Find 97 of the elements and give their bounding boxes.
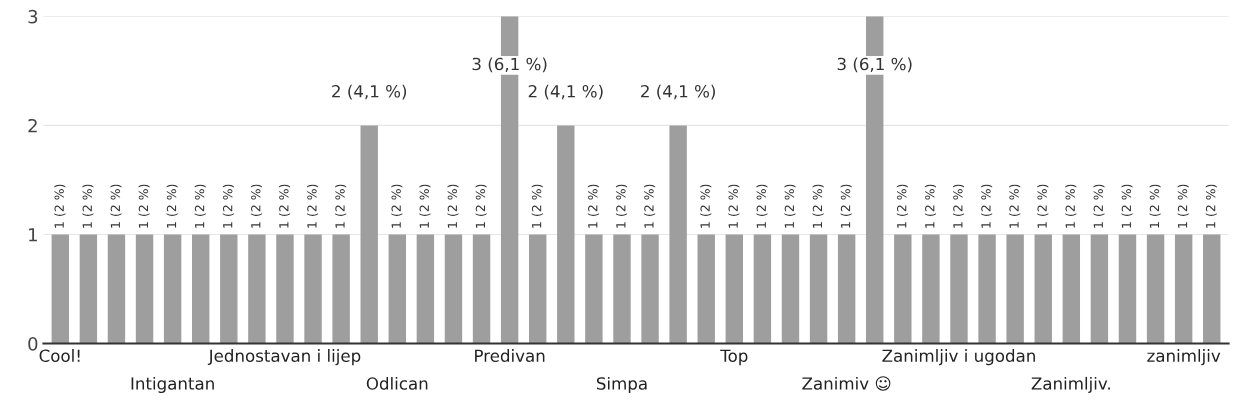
data-label: 1 (2 %)	[924, 184, 936, 228]
data-label: 1 (2 %)	[1037, 184, 1049, 228]
data-label: 1 (2 %)	[1009, 184, 1021, 228]
bar	[894, 234, 912, 344]
data-label: 3 (6,1 %)	[837, 57, 912, 73]
bar	[1034, 234, 1052, 344]
bar	[781, 234, 800, 344]
bar	[360, 125, 378, 344]
data-label: 1 (2 %)	[447, 184, 459, 228]
data-label: 1 (2 %)	[1205, 184, 1217, 228]
y-tick-label: 2	[28, 118, 37, 133]
data-label: 1 (2 %)	[812, 184, 824, 228]
x-tick-label: Zanimljiv.	[1031, 376, 1110, 394]
bar	[950, 234, 968, 344]
y-tick-label: 1	[29, 228, 37, 242]
x-tick-label: Predivan	[475, 349, 545, 363]
bar	[332, 234, 350, 344]
bar	[79, 234, 98, 344]
data-label: 1 (2 %)	[896, 184, 908, 228]
bar	[837, 234, 856, 344]
data-label: 1 (2 %)	[756, 184, 768, 228]
bar	[276, 234, 294, 344]
data-label: 1 (2 %)	[110, 184, 122, 228]
bar	[416, 234, 435, 344]
data-label: 1 (2 %)	[700, 184, 712, 228]
bar	[220, 234, 238, 344]
bar	[248, 234, 266, 344]
bar	[388, 234, 406, 344]
x-tick-label: Odlican	[366, 376, 428, 390]
data-label: 1 (2 %)	[587, 184, 599, 228]
bar	[51, 234, 69, 344]
bar	[1062, 234, 1081, 344]
bar	[557, 125, 575, 344]
x-tick-label: Zanimljiv i ugodan	[882, 349, 1035, 366]
data-label: 2 (4,1 %)	[528, 84, 603, 100]
y-tick-label: 0	[28, 337, 38, 351]
bar	[1146, 234, 1165, 344]
x-tick-label: Cool!	[39, 349, 80, 363]
bar	[669, 125, 687, 344]
bar	[192, 234, 210, 344]
x-tick-label: zanimljiv	[1147, 349, 1221, 366]
data-label: 1 (2 %)	[840, 184, 852, 228]
x-tick-label: Zanimiv ☺	[802, 376, 891, 391]
bar	[135, 234, 154, 344]
bar	[107, 234, 126, 344]
data-label: 1 (2 %)	[222, 184, 234, 228]
data-label: 1 (2 %)	[475, 184, 487, 228]
bar	[697, 234, 715, 344]
bar	[444, 234, 463, 344]
x-tick-label: Simpa	[596, 376, 647, 394]
data-label: 1 (2 %)	[278, 184, 291, 228]
bar	[1006, 234, 1024, 344]
y-tick-label: 3	[28, 9, 38, 24]
bar	[753, 234, 772, 344]
bar	[613, 234, 631, 344]
data-label: 1 (2 %)	[54, 184, 66, 228]
data-label: 1 (2 %)	[981, 184, 993, 228]
data-label: 1 (2 %)	[644, 184, 656, 228]
bar	[1203, 234, 1221, 344]
data-label: 1 (2 %)	[335, 184, 347, 228]
data-label: 1 (2 %)	[82, 184, 94, 228]
data-label: 2 (4,1 %)	[332, 84, 407, 100]
data-label: 1 (2 %)	[1121, 184, 1133, 228]
data-label: 2 (4,1 %)	[641, 84, 715, 100]
bar	[725, 234, 744, 344]
bar	[978, 234, 996, 344]
data-label: 1 (2 %)	[138, 184, 150, 228]
x-tick-label: Intigantan	[131, 376, 214, 394]
bar	[641, 234, 659, 344]
data-label: 1 (2 %)	[784, 184, 796, 228]
bar	[304, 234, 322, 344]
data-label: 1 (2 %)	[952, 184, 965, 228]
data-label: 1 (2 %)	[419, 184, 431, 228]
bar	[1174, 234, 1193, 344]
data-label: 1 (2 %)	[1065, 184, 1077, 228]
data-label: 1 (2 %)	[1177, 184, 1189, 228]
data-label: 1 (2 %)	[1149, 184, 1161, 228]
data-label: 1 (2 %)	[1093, 184, 1105, 228]
bar	[529, 234, 547, 344]
bar	[163, 234, 182, 344]
data-label: 1 (2 %)	[615, 184, 628, 228]
bar	[585, 234, 603, 344]
x-tick-label: Jednostavan i lijep	[207, 349, 361, 366]
data-label: 1 (2 %)	[194, 184, 206, 228]
bar	[472, 234, 491, 344]
data-label: 1 (2 %)	[728, 184, 740, 228]
bar	[1118, 234, 1137, 344]
data-label: 3 (6,1 %)	[472, 57, 547, 73]
data-label: 1 (2 %)	[166, 184, 178, 228]
data-label: 1 (2 %)	[531, 184, 543, 228]
x-tick-label: Top	[720, 349, 748, 366]
bar	[809, 234, 828, 344]
data-label: 1 (2 %)	[250, 184, 262, 228]
data-label: 1 (2 %)	[391, 184, 403, 228]
bar	[922, 234, 940, 344]
bar	[1090, 234, 1109, 344]
data-label: 1 (2 %)	[307, 184, 319, 228]
